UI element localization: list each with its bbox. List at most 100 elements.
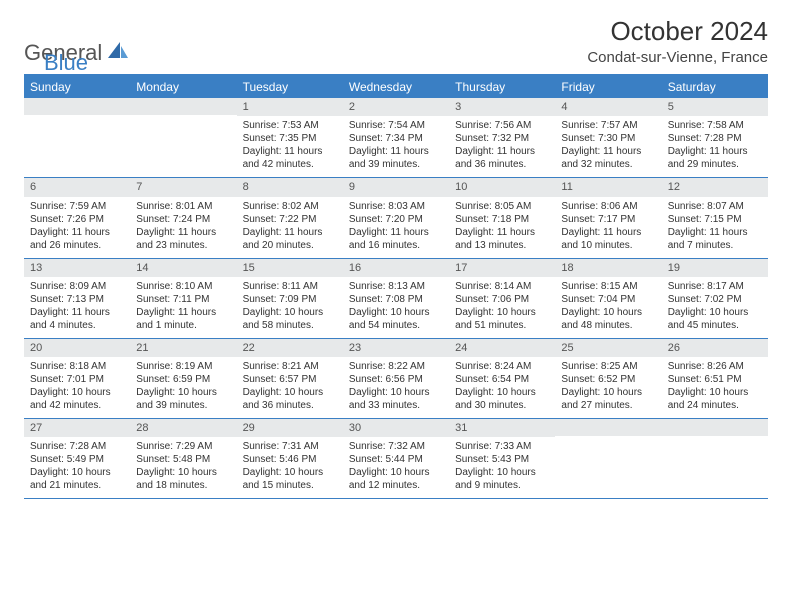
day-content: Sunrise: 8:26 AMSunset: 6:51 PMDaylight:… [662, 357, 768, 418]
sunrise-text: Sunrise: 8:17 AM [668, 280, 762, 293]
day-content: Sunrise: 8:22 AMSunset: 6:56 PMDaylight:… [343, 357, 449, 418]
day-number: 25 [555, 339, 661, 357]
sunset-text: Sunset: 7:30 PM [561, 132, 655, 145]
day-content: Sunrise: 7:59 AMSunset: 7:26 PMDaylight:… [24, 197, 130, 258]
day-cell: 8Sunrise: 8:02 AMSunset: 7:22 PMDaylight… [237, 178, 343, 257]
day-number: 31 [449, 419, 555, 437]
sunrise-text: Sunrise: 7:59 AM [30, 200, 124, 213]
sunrise-text: Sunrise: 8:05 AM [455, 200, 549, 213]
sunrise-text: Sunrise: 8:15 AM [561, 280, 655, 293]
sunrise-text: Sunrise: 7:33 AM [455, 440, 549, 453]
sunrise-text: Sunrise: 8:13 AM [349, 280, 443, 293]
sunrise-text: Sunrise: 7:57 AM [561, 119, 655, 132]
day-cell: 26Sunrise: 8:26 AMSunset: 6:51 PMDayligh… [662, 339, 768, 418]
day-cell: 23Sunrise: 8:22 AMSunset: 6:56 PMDayligh… [343, 339, 449, 418]
day-content: Sunrise: 7:33 AMSunset: 5:43 PMDaylight:… [449, 437, 555, 498]
daylight-text: Daylight: 11 hours and 7 minutes. [668, 226, 762, 252]
day-number: 27 [24, 419, 130, 437]
day-content: Sunrise: 8:14 AMSunset: 7:06 PMDaylight:… [449, 277, 555, 338]
day-cell: 19Sunrise: 8:17 AMSunset: 7:02 PMDayligh… [662, 259, 768, 338]
day-number: 29 [237, 419, 343, 437]
sunrise-text: Sunrise: 8:22 AM [349, 360, 443, 373]
sunrise-text: Sunrise: 7:31 AM [243, 440, 337, 453]
day-content: Sunrise: 7:53 AMSunset: 7:35 PMDaylight:… [237, 116, 343, 177]
calendar-grid: Sunday Monday Tuesday Wednesday Thursday… [24, 74, 768, 499]
sunset-text: Sunset: 7:18 PM [455, 213, 549, 226]
day-content: Sunrise: 8:24 AMSunset: 6:54 PMDaylight:… [449, 357, 555, 418]
day-number: 15 [237, 259, 343, 277]
weekday-header: Thursday [449, 76, 555, 98]
daylight-text: Daylight: 11 hours and 26 minutes. [30, 226, 124, 252]
day-cell: 21Sunrise: 8:19 AMSunset: 6:59 PMDayligh… [130, 339, 236, 418]
sunset-text: Sunset: 7:02 PM [668, 293, 762, 306]
sunset-text: Sunset: 7:26 PM [30, 213, 124, 226]
day-cell [130, 98, 236, 177]
day-cell: 16Sunrise: 8:13 AMSunset: 7:08 PMDayligh… [343, 259, 449, 338]
day-number: 4 [555, 98, 661, 116]
day-number: 19 [662, 259, 768, 277]
sunset-text: Sunset: 5:43 PM [455, 453, 549, 466]
day-content: Sunrise: 8:18 AMSunset: 7:01 PMDaylight:… [24, 357, 130, 418]
day-content: Sunrise: 7:58 AMSunset: 7:28 PMDaylight:… [662, 116, 768, 177]
day-cell: 30Sunrise: 7:32 AMSunset: 5:44 PMDayligh… [343, 419, 449, 498]
month-title: October 2024 [587, 16, 768, 47]
sunrise-text: Sunrise: 8:26 AM [668, 360, 762, 373]
daylight-text: Daylight: 10 hours and 18 minutes. [136, 466, 230, 492]
day-number: 1 [237, 98, 343, 116]
day-content: Sunrise: 8:06 AMSunset: 7:17 PMDaylight:… [555, 197, 661, 258]
sunset-text: Sunset: 6:52 PM [561, 373, 655, 386]
sunrise-text: Sunrise: 7:28 AM [30, 440, 124, 453]
empty-day-bar [555, 419, 661, 436]
day-cell: 12Sunrise: 8:07 AMSunset: 7:15 PMDayligh… [662, 178, 768, 257]
day-number: 23 [343, 339, 449, 357]
day-number: 17 [449, 259, 555, 277]
sunrise-text: Sunrise: 8:01 AM [136, 200, 230, 213]
day-content: Sunrise: 8:05 AMSunset: 7:18 PMDaylight:… [449, 197, 555, 258]
empty-day-bar [662, 419, 768, 436]
day-cell: 17Sunrise: 8:14 AMSunset: 7:06 PMDayligh… [449, 259, 555, 338]
day-number: 6 [24, 178, 130, 196]
day-number: 2 [343, 98, 449, 116]
sunrise-text: Sunrise: 8:11 AM [243, 280, 337, 293]
sunrise-text: Sunrise: 7:58 AM [668, 119, 762, 132]
week-row: 6Sunrise: 7:59 AMSunset: 7:26 PMDaylight… [24, 178, 768, 258]
sunset-text: Sunset: 7:35 PM [243, 132, 337, 145]
day-number: 12 [662, 178, 768, 196]
sunset-text: Sunset: 6:56 PM [349, 373, 443, 386]
day-number: 5 [662, 98, 768, 116]
daylight-text: Daylight: 11 hours and 39 minutes. [349, 145, 443, 171]
sunset-text: Sunset: 6:57 PM [243, 373, 337, 386]
day-number: 10 [449, 178, 555, 196]
week-row: 20Sunrise: 8:18 AMSunset: 7:01 PMDayligh… [24, 339, 768, 419]
day-number: 11 [555, 178, 661, 196]
sunset-text: Sunset: 5:46 PM [243, 453, 337, 466]
brand-sail-icon [106, 40, 130, 66]
day-number: 3 [449, 98, 555, 116]
sunrise-text: Sunrise: 8:21 AM [243, 360, 337, 373]
daylight-text: Daylight: 11 hours and 23 minutes. [136, 226, 230, 252]
daylight-text: Daylight: 11 hours and 13 minutes. [455, 226, 549, 252]
daylight-text: Daylight: 11 hours and 42 minutes. [243, 145, 337, 171]
day-content: Sunrise: 8:17 AMSunset: 7:02 PMDaylight:… [662, 277, 768, 338]
day-cell: 4Sunrise: 7:57 AMSunset: 7:30 PMDaylight… [555, 98, 661, 177]
day-cell: 29Sunrise: 7:31 AMSunset: 5:46 PMDayligh… [237, 419, 343, 498]
daylight-text: Daylight: 10 hours and 45 minutes. [668, 306, 762, 332]
day-content: Sunrise: 8:10 AMSunset: 7:11 PMDaylight:… [130, 277, 236, 338]
sunset-text: Sunset: 6:51 PM [668, 373, 762, 386]
sunrise-text: Sunrise: 8:25 AM [561, 360, 655, 373]
day-content: Sunrise: 8:02 AMSunset: 7:22 PMDaylight:… [237, 197, 343, 258]
sunrise-text: Sunrise: 8:02 AM [243, 200, 337, 213]
day-content: Sunrise: 8:07 AMSunset: 7:15 PMDaylight:… [662, 197, 768, 258]
day-content: Sunrise: 7:29 AMSunset: 5:48 PMDaylight:… [130, 437, 236, 498]
sunrise-text: Sunrise: 8:07 AM [668, 200, 762, 213]
empty-day-bar [130, 98, 236, 115]
sunset-text: Sunset: 7:04 PM [561, 293, 655, 306]
day-cell: 15Sunrise: 8:11 AMSunset: 7:09 PMDayligh… [237, 259, 343, 338]
sunrise-text: Sunrise: 8:24 AM [455, 360, 549, 373]
daylight-text: Daylight: 10 hours and 58 minutes. [243, 306, 337, 332]
sunrise-text: Sunrise: 8:18 AM [30, 360, 124, 373]
sunset-text: Sunset: 7:28 PM [668, 132, 762, 145]
weekday-header-row: Sunday Monday Tuesday Wednesday Thursday… [24, 76, 768, 98]
daylight-text: Daylight: 10 hours and 48 minutes. [561, 306, 655, 332]
week-row: 27Sunrise: 7:28 AMSunset: 5:49 PMDayligh… [24, 419, 768, 499]
